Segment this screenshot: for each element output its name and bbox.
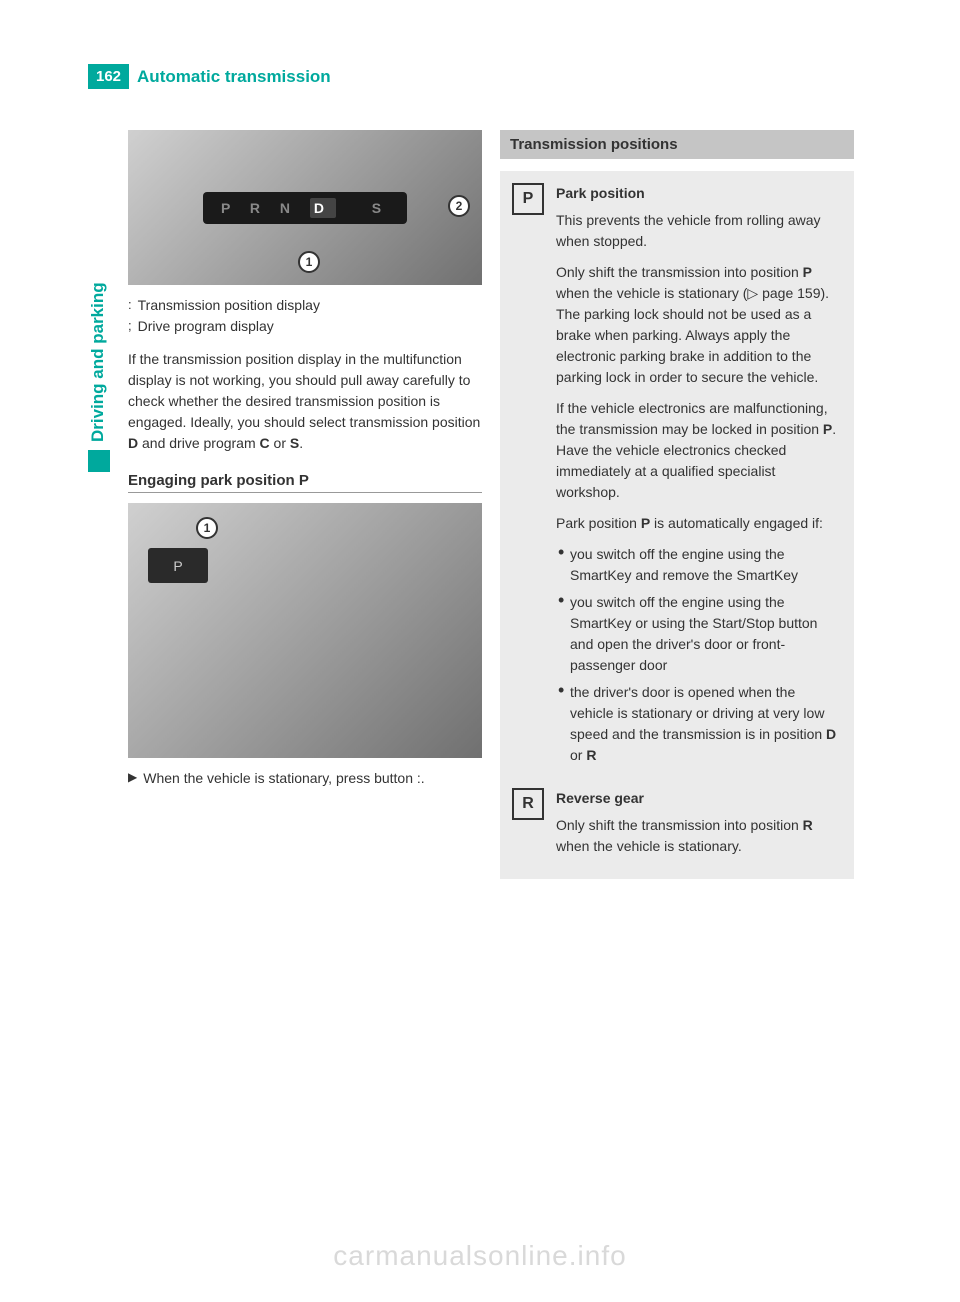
callout-1: 1 [196,517,218,539]
legend-text: Transmission position display [138,295,320,316]
position-content: Reverse gear Only shift the transmission… [556,788,842,867]
instruction-arrow-icon: ▶ [128,768,137,789]
p-button-graphic: P [148,548,208,583]
page-container: 162 Automatic transmission Driving and p… [0,0,960,1302]
list-item: you switch off the engine using the Smar… [556,544,842,586]
callout-2: 2 [448,195,470,217]
header-title: Automatic transmission [137,67,331,87]
position-paragraph: If the vehicle electronics are malfuncti… [556,398,842,503]
figure-transmission-display: P R N D S 1 2 [128,130,482,285]
position-paragraph: Only shift the transmission into positio… [556,815,842,857]
right-column: Transmission positions P Park position T… [500,130,854,879]
instruction-step: ▶ When the vehicle is stationary, press … [128,768,482,789]
body-paragraph: If the transmission position display in … [128,349,482,454]
figure-legend: : Transmission position display ; Drive … [128,295,482,337]
callout-1: 1 [298,251,320,273]
legend-item: : Transmission position display [128,295,482,316]
position-list: you switch off the engine using the Smar… [556,544,842,766]
legend-marker: : [128,295,132,316]
position-row-reverse: R Reverse gear Only shift the transmissi… [512,788,842,867]
position-content: Park position This prevents the vehicle … [556,183,842,772]
position-paragraph: This prevents the vehicle from rolling a… [556,210,842,252]
list-item: you switch off the engine using the Smar… [556,592,842,676]
figure-park-button: 1 P [128,503,482,758]
page-number: 162 [88,64,129,89]
left-column: P R N D S 1 2 : Transmission position di… [128,130,482,789]
legend-item: ; Drive program display [128,316,482,337]
watermark: carmanualsonline.info [0,1240,960,1272]
position-title: Reverse gear [556,788,842,809]
position-symbol-p: P [512,183,544,215]
position-paragraph: Park position P is automatically engaged… [556,513,842,534]
list-item: the driver's door is opened when the veh… [556,682,842,766]
transmission-positions-table: P Park position This prevents the vehicl… [500,171,854,879]
section-header-transmission-positions: Transmission positions [500,130,854,159]
page-header: 162 Automatic transmission [88,64,331,89]
position-paragraph: Only shift the transmission into positio… [556,262,842,388]
instruction-text: When the vehicle is stationary, press bu… [143,768,424,789]
prnd-indicator: P R N D S [203,192,407,224]
side-tab: Driving and parking [88,212,110,482]
legend-text: Drive program display [138,316,274,337]
side-tab-marker [88,450,110,472]
position-row-park: P Park position This prevents the vehicl… [512,183,842,772]
subheading-park-position: Engaging park position P [128,472,482,493]
position-symbol-r: R [512,788,544,820]
position-title: Park position [556,183,842,204]
legend-marker: ; [128,316,132,337]
side-tab-label: Driving and parking [88,212,108,442]
